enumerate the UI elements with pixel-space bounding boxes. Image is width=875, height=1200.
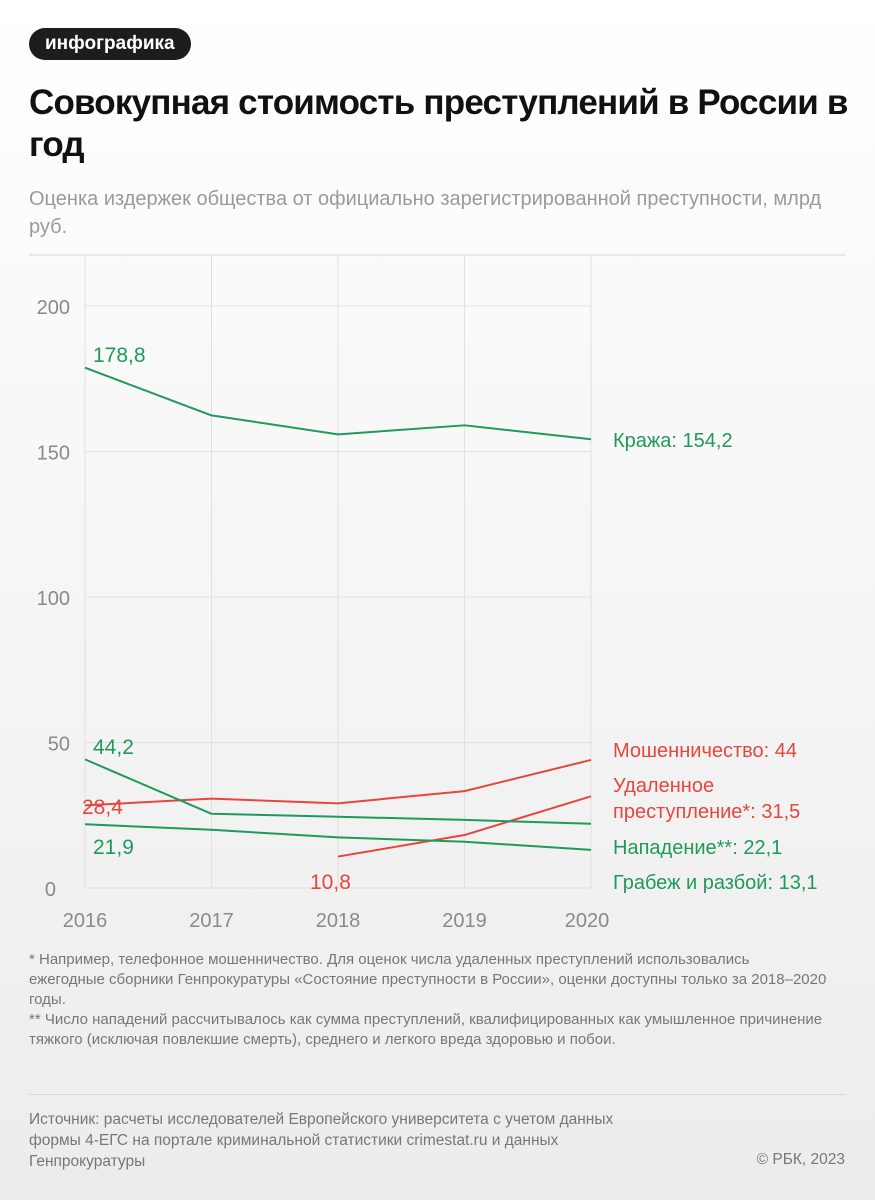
y-tick-label: 100 [37, 588, 70, 610]
series-end-label: Удаленное преступление*: 31,5 [613, 775, 800, 823]
chart-title: Совокупная стоимость преступлений в Росс… [29, 83, 848, 164]
y-tick-label: 0 [45, 879, 56, 901]
line-chart: 2016 2017 2018 2019 2020 0 50 100 150 200 178,8 Кра… [29, 254, 845, 932]
source-text: Источник: расчеты исследователей Европей… [29, 1111, 614, 1170]
series-end-label-line: Мошенничество: 44 [613, 740, 797, 762]
data-label-start: 10,8 [310, 871, 351, 894]
series-end-label: Кража: 154,2 [613, 430, 733, 452]
x-tick-label: 2019 [442, 910, 487, 932]
x-tick-label: 2020 [565, 910, 610, 932]
footnotes: * Например, телефонное мошенничество. Дл… [29, 950, 829, 1050]
footnote-2: ** Число нападений рассчитывалось как су… [29, 1011, 823, 1048]
series-end-label-line: преступление*: 31,5 [613, 801, 800, 823]
y-tick-label: 150 [37, 443, 70, 465]
data-label-start: 44,2 [93, 736, 134, 759]
series-end-label-line: Кража: 154,2 [613, 430, 733, 452]
chart-subtitle: Оценка издержек общества от официально з… [29, 188, 822, 238]
x-tick-label: 2016 [63, 910, 108, 932]
x-tick-label: 2018 [316, 910, 361, 932]
y-tick-label: 200 [37, 297, 70, 319]
series-end-label: Мошенничество: 44 [613, 740, 797, 762]
data-label-start: 21,9 [93, 836, 134, 859]
data-label-start: 28,4 [82, 796, 123, 819]
series-end-label-line: Грабеж и разбой: 13,1 [613, 872, 818, 894]
series-end-label-line: Удаленное [613, 775, 714, 797]
copyright: © РБК, 2023 [756, 1151, 845, 1168]
data-label-start: 178,8 [93, 344, 146, 367]
x-tick-label: 2017 [189, 910, 234, 932]
series-end-label: Грабеж и разбой: 13,1 [613, 872, 818, 894]
divider [29, 1094, 845, 1095]
category-tag: инфографика [29, 28, 191, 60]
series-end-label: Нападение**: 22,1 [613, 837, 782, 859]
y-tick-label: 50 [48, 734, 70, 756]
footnote-1: * Например, телефонное мошенничество. Дл… [29, 951, 827, 1008]
series-end-label-line: Нападение**: 22,1 [613, 837, 782, 859]
